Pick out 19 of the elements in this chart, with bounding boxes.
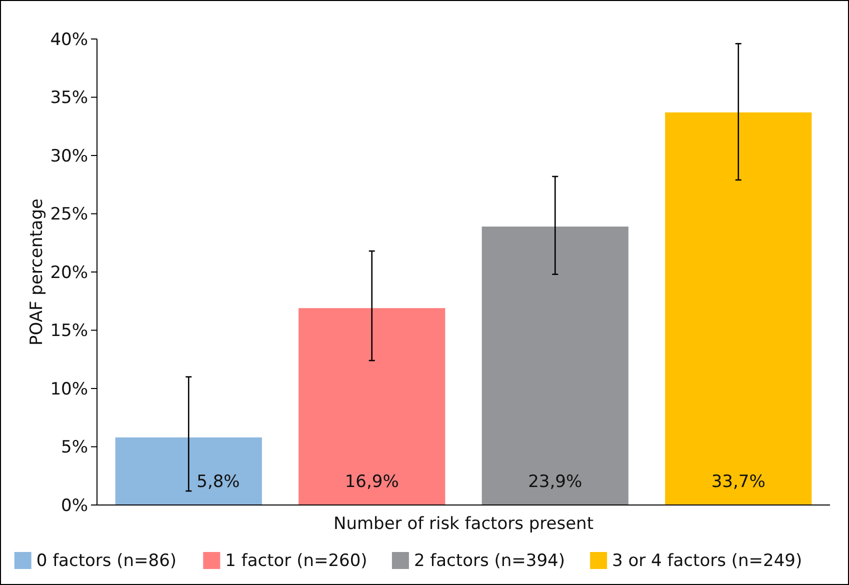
data-label: 33,7% xyxy=(711,472,766,492)
x-axis-title: Number of risk factors present xyxy=(334,514,594,534)
y-tick-label: 25% xyxy=(50,204,88,225)
legend-label: 3 or 4 factors (n=249) xyxy=(612,550,802,571)
y-axis-title: POAF percentage xyxy=(27,198,47,346)
legend-label: 0 factors (n=86) xyxy=(36,550,177,571)
data-label: 5,8% xyxy=(196,472,240,492)
y-tick-label: 10% xyxy=(50,379,88,400)
legend-label: 1 factor (n=260) xyxy=(225,550,368,571)
legend-label: 2 factors (n=394) xyxy=(414,550,565,571)
y-tick-label: 30% xyxy=(50,146,88,166)
y-tick-label: 35% xyxy=(50,88,88,108)
data-label: 16,9% xyxy=(344,472,399,492)
y-tick-label: 5% xyxy=(61,438,88,458)
y-tick-label: 20% xyxy=(50,262,88,283)
y-tick-label: 40% xyxy=(50,30,88,50)
data-label: 23,9% xyxy=(528,472,582,492)
y-tick-label: 0% xyxy=(61,496,88,516)
y-tick-label: 15% xyxy=(50,321,88,342)
